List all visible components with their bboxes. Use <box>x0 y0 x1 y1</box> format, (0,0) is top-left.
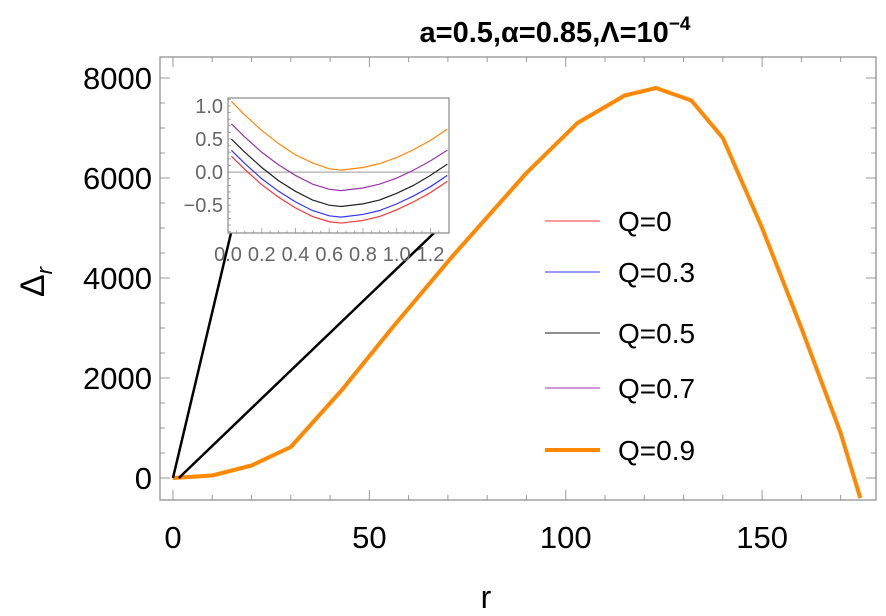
legend-label: Q=0 <box>618 206 672 237</box>
chart-title: a=0.5,α=0.85,Λ=10−4 <box>420 14 691 49</box>
y-tick-label: 4000 <box>83 261 152 296</box>
x-tick-label: 100 <box>540 520 592 555</box>
plot-area: 0 50 100 150 0 2000 4000 6000 8000 <box>83 56 877 555</box>
inset-plot: 1.0 0.5 0.0 −0.5 0.0 0.2 0.4 0.6 0.8 1.0 1.2 <box>184 96 450 266</box>
y-axis-label: Δr <box>14 265 57 297</box>
inset-x-tick-label: 1.0 <box>383 244 411 266</box>
inset-background <box>228 98 449 233</box>
x-axis-label: r <box>481 579 492 615</box>
inset-x-tick-label: 0.2 <box>248 244 276 266</box>
series-line-Q=0.9 <box>172 86 863 499</box>
inset-series-Q=0.9 <box>230 100 448 171</box>
inset-x-tick-label: 1.2 <box>417 244 445 266</box>
y-label-subscript: r <box>32 265 57 274</box>
svg-text:Δr: Δr <box>14 265 57 297</box>
title-superscript: −4 <box>669 14 691 35</box>
legend-label: Q=0.5 <box>618 318 695 349</box>
legend-label: Q=0.7 <box>618 373 695 404</box>
zoom-connector-line <box>177 232 435 479</box>
y-tick-label: 0 <box>135 461 152 496</box>
x-tick-label: 150 <box>736 520 788 555</box>
y-tick-label: 8000 <box>83 61 152 96</box>
inset-frame <box>227 97 450 234</box>
y-tick-label: 2000 <box>83 361 152 396</box>
inset-series-Q=0.3 <box>230 149 448 218</box>
inset-x-tick-label: 0.4 <box>282 244 310 266</box>
plot-frame <box>159 56 877 501</box>
legend: Q=0 Q=0.3 Q=0.5 Q=0.7 Q=0.9 <box>545 206 695 466</box>
inset-y-tick-label: 0.5 <box>195 129 223 151</box>
inset-y-tick-label: −0.5 <box>184 195 223 217</box>
inset-x-tick-label: 0.8 <box>349 244 377 266</box>
x-tick-label: 0 <box>164 520 181 555</box>
inset-y-tick-label: 1.0 <box>195 96 223 118</box>
inset-series-Q=0.5 <box>230 138 448 208</box>
title-main: a=0.5,α=0.85,Λ=10 <box>420 17 669 49</box>
legend-label: Q=0.9 <box>618 435 695 466</box>
inset-x-tick-label: 0.0 <box>214 244 242 266</box>
y-tick-label: 6000 <box>83 161 152 196</box>
inset-x-tick-label: 0.6 <box>315 244 343 266</box>
y-label-main: Δ <box>14 274 52 297</box>
inset-y-tick-label: 0.0 <box>195 162 223 184</box>
x-tick-label: 50 <box>352 520 386 555</box>
inset-series-Q=0 <box>230 155 448 224</box>
zoom-connector-line <box>171 232 233 479</box>
legend-label: Q=0.3 <box>618 257 695 288</box>
inset-series-Q=0.7 <box>230 123 448 192</box>
